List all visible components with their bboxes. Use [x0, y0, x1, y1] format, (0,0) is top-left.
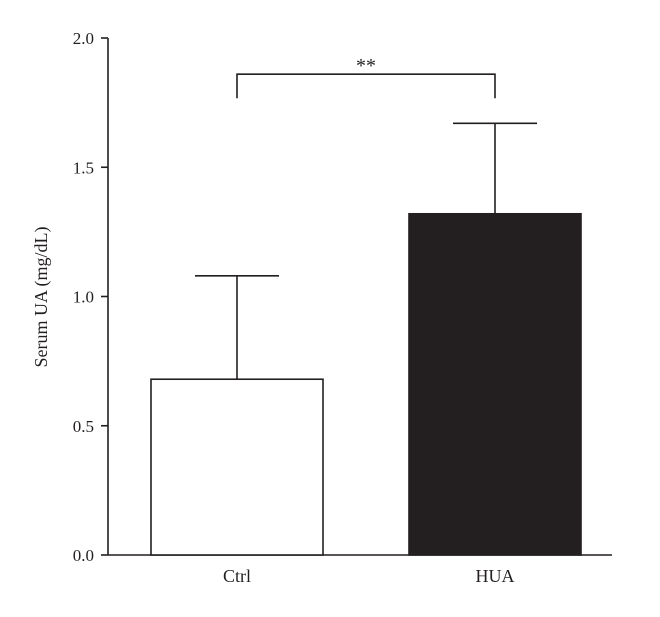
bar-ctrl: [150, 378, 324, 556]
y-tick-label: 1.5: [73, 158, 94, 177]
significance-annotation: **: [236, 55, 496, 99]
y-axis-label: Serum UA (mg/dL): [31, 227, 52, 368]
significance-label: **: [356, 55, 376, 77]
bars: [150, 212, 582, 556]
x-tick-label-ctrl: Ctrl: [223, 566, 251, 586]
significance-bracket: [236, 73, 496, 99]
y-tick-label: 1.0: [73, 288, 94, 307]
error-bars: [195, 122, 537, 380]
x-tick-label-hua: HUA: [476, 566, 515, 586]
y-tick-label: 0.0: [73, 546, 94, 565]
y-tick-label: 0.5: [73, 417, 94, 436]
y-tick-label: 2.0: [73, 29, 94, 48]
bar-hua: [408, 212, 582, 556]
